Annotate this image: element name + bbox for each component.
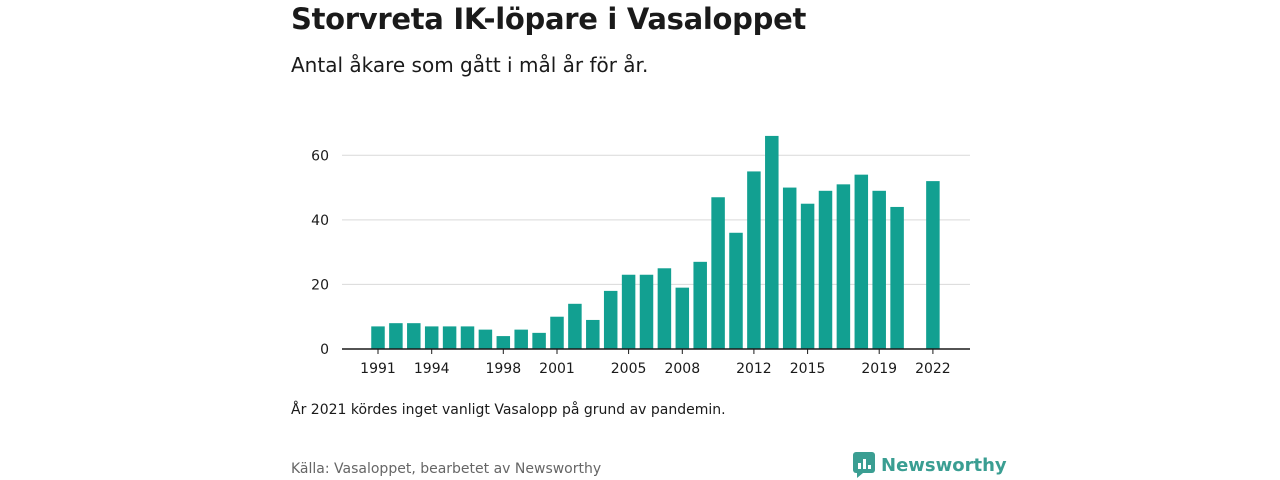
bar — [603, 290, 618, 349]
bar — [854, 174, 869, 349]
bar — [800, 203, 815, 349]
bar — [424, 326, 439, 349]
x-tick-label: 2019 — [861, 361, 897, 377]
bar — [389, 323, 403, 349]
brand-name: Newsworthy — [881, 454, 1007, 476]
bar — [765, 135, 779, 349]
y-tick-label: 20 — [311, 277, 329, 293]
x-tick-label: 2015 — [790, 361, 826, 377]
bar — [639, 274, 654, 349]
bar — [818, 190, 833, 349]
x-tick-label: 2008 — [664, 361, 700, 377]
bar — [890, 206, 904, 349]
chart-title: Storvreta IK-löpare i Vasaloppet — [291, 2, 807, 36]
bar — [926, 181, 940, 349]
bar — [586, 319, 600, 349]
bar — [568, 303, 582, 349]
bar — [442, 326, 457, 349]
chart-subtitle: Antal åkare som gått i mål år för år. — [291, 53, 649, 77]
source-text: Källa: Vasaloppet, bearbetet av Newswort… — [291, 461, 602, 477]
bar — [514, 329, 528, 349]
x-tick-label: 2012 — [736, 361, 772, 377]
bar — [460, 326, 475, 349]
bar — [711, 197, 725, 349]
x-tick-label: 2001 — [539, 361, 575, 377]
bar — [532, 332, 546, 349]
x-tick-label: 2022 — [915, 361, 951, 377]
chart-note: År 2021 kördes inget vanligt Vasalopp på… — [291, 402, 726, 418]
bar — [729, 232, 743, 349]
bar-chart: 0 20 40 60 1991 1994 1998 2001 2005 2008 2012 2015 2… — [311, 135, 970, 377]
bar — [371, 326, 385, 349]
bar — [550, 316, 564, 349]
y-tick-label: 60 — [311, 148, 329, 164]
bar — [693, 261, 707, 349]
bar — [621, 274, 636, 349]
x-tick-label: 1998 — [485, 361, 521, 377]
y-tick-label: 40 — [311, 213, 329, 229]
bar — [872, 190, 886, 349]
newsworthy-logo-icon — [853, 452, 875, 478]
bar — [657, 268, 672, 349]
bar — [836, 184, 851, 349]
x-tick-label: 1991 — [360, 361, 396, 377]
bar — [782, 187, 797, 349]
x-tick-label: 2005 — [611, 361, 647, 377]
bar — [478, 329, 493, 349]
bar — [747, 171, 761, 349]
x-tick-label: 1994 — [414, 361, 450, 377]
bar — [675, 287, 690, 349]
brand-logo: Newsworthy — [853, 452, 1007, 478]
bar — [407, 323, 421, 349]
y-tick-label: 0 — [320, 342, 329, 358]
bar — [496, 336, 511, 349]
